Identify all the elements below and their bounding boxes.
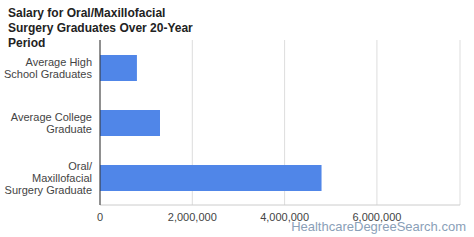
svg-text:Average CollegeGraduate: Average CollegeGraduate bbox=[11, 111, 92, 135]
svg-text:0: 0 bbox=[97, 211, 103, 223]
svg-text:2,000,000: 2,000,000 bbox=[168, 211, 217, 223]
svg-text:Oral/MaxillofacialSurgery Grad: Oral/MaxillofacialSurgery Graduate bbox=[8, 160, 93, 196]
svg-text:Average HighSchool Graduates: Average HighSchool Graduates bbox=[8, 56, 92, 80]
